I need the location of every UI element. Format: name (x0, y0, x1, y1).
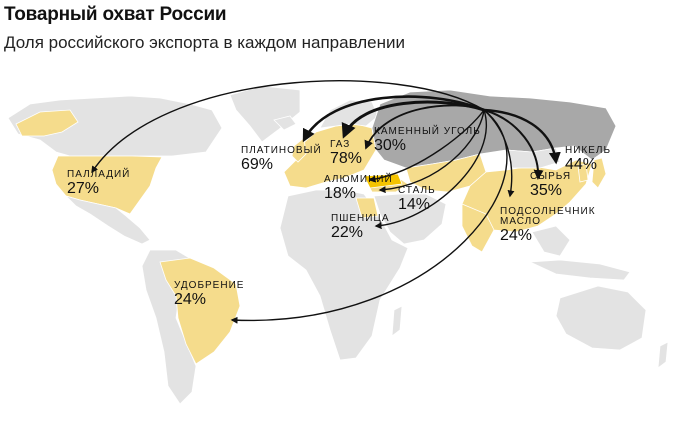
chart-subtitle: Доля российского экспорта в каждом напра… (4, 33, 405, 52)
label-name: ПЛАТИНОВЫЙ (241, 145, 322, 156)
middle-east (373, 193, 447, 245)
label-value: 69% (241, 156, 274, 173)
arrow-sunflower (483, 109, 515, 198)
label-value: 22% (331, 224, 364, 241)
label-name: ПОДСОЛНЕЧНИК (500, 206, 596, 217)
southeast-asia (531, 225, 571, 257)
label-name: ПШЕНИЦА (331, 213, 390, 224)
madagascar (391, 305, 403, 337)
label-value: 35% (530, 182, 563, 199)
label-value: 44% (565, 156, 598, 173)
new-zealand (657, 341, 669, 369)
label-value: 27% (67, 180, 100, 197)
label-value: 14% (398, 196, 431, 213)
arrow-platinum (302, 95, 485, 143)
iceland (273, 115, 297, 131)
arrow-crude (483, 109, 544, 180)
label-name: СЫРЬЯ (530, 171, 572, 182)
arrow-aluminium (368, 109, 485, 183)
label-crude: СЫРЬЯ 35% (530, 172, 571, 199)
mexico (64, 195, 151, 245)
arrow-coal (364, 104, 485, 150)
label-gas: ГАЗ 78% (330, 140, 362, 167)
united-kingdom (291, 137, 307, 163)
label-name-line2: МАСЛО (500, 216, 542, 227)
label-palladium: ПАЛЛАДИЙ 27% (67, 170, 130, 197)
label-value: 30% (374, 137, 407, 154)
indonesia (529, 259, 631, 281)
brazil (159, 257, 241, 365)
label-name: КАМЕННЫЙ УГОЛЬ (374, 126, 481, 137)
label-name: УДОБРЕНИЕ (174, 280, 245, 291)
label-sunflower: ПОДСОЛНЕЧНИК МАСЛО 24% (500, 207, 596, 244)
label-value: 18% (324, 185, 357, 202)
export-arrows (91, 80, 561, 324)
africa (279, 189, 409, 361)
world-map (7, 80, 669, 405)
label-name: ГАЗ (330, 139, 351, 150)
arrow-nickel (483, 108, 561, 165)
label-name: НИКЕЛЬ (565, 145, 612, 156)
australia (555, 285, 647, 351)
label-value: 78% (330, 150, 363, 167)
label-wheat: ПШЕНИЦА 22% (331, 214, 390, 241)
label-nickel: НИКЕЛЬ 44% (565, 146, 611, 173)
greenland (229, 85, 301, 143)
label-name: АЛЮМИНИЙ (324, 174, 393, 185)
chart-title: Товарный охват России (4, 4, 227, 25)
japan (591, 157, 607, 189)
label-aluminium: АЛЮМИНИЙ 18% (324, 175, 393, 202)
alaska (15, 109, 79, 137)
egypt (355, 197, 379, 219)
label-steel: СТАЛЬ 14% (398, 186, 436, 213)
land-masses (7, 85, 669, 405)
korea (577, 163, 589, 183)
label-platinum: ПЛАТИНОВЫЙ 69% (241, 146, 322, 173)
arrow-steel (378, 109, 485, 194)
arrow-palladium (91, 80, 485, 174)
label-fertilizer: УДОБРЕНИЕ 24% (174, 281, 244, 308)
label-name: СТАЛЬ (398, 185, 436, 196)
label-coal: КАМЕННЫЙ УГОЛЬ 30% (374, 127, 481, 154)
label-value: 24% (174, 291, 207, 308)
arrow-wheat (374, 109, 487, 230)
label-name: ПАЛЛАДИЙ (67, 169, 131, 180)
label-value: 24% (500, 227, 533, 244)
